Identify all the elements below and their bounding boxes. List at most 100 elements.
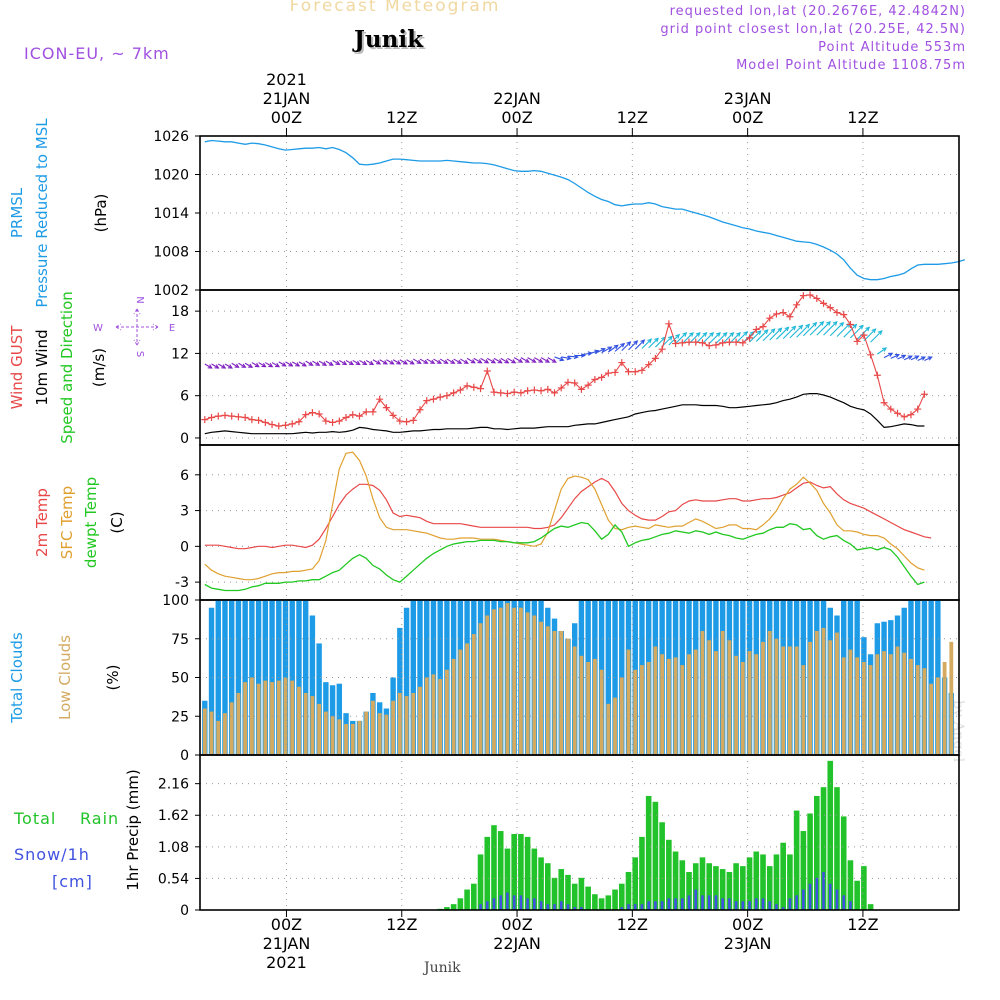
panel-2: 0 6 12 18 Wind GUST 10m Wind Speed and Directi… [8, 289, 960, 447]
wind-arrow [507, 357, 516, 364]
y-tick-label: 6 [180, 468, 189, 484]
rain-bar [578, 877, 585, 910]
low-cloud-bar [868, 665, 873, 755]
y-axis-label: (C) [108, 511, 126, 533]
rain-bar [814, 795, 820, 910]
top-time-label: 2021 [266, 70, 307, 89]
gust-marker [503, 390, 511, 398]
wind-arrow-head [715, 331, 721, 337]
y-tick-label: 3 [180, 504, 189, 520]
y-axis-label: 2m Temp [33, 488, 51, 557]
t2m-line [204, 477, 932, 550]
low-cloud-bar [915, 665, 920, 755]
wind-arrow-head [920, 356, 926, 361]
wind-arrow [829, 322, 844, 337]
low-cloud-bar [229, 702, 234, 755]
wind-arrow-head [241, 363, 247, 368]
low-cloud-bar [734, 655, 739, 755]
total-cloud-bar [229, 600, 235, 755]
wind-arrow [534, 357, 543, 363]
wind-arrow [231, 362, 239, 368]
rain-bar [686, 871, 692, 910]
gust-marker [362, 408, 370, 416]
wind-arrow [439, 358, 448, 364]
wind-arrow [749, 330, 762, 343]
gust-marker [450, 389, 458, 397]
gust-marker [712, 341, 720, 349]
wind-arrow-head [295, 362, 301, 367]
wind-arrow [258, 362, 266, 368]
gust-marker [255, 416, 263, 424]
wind-arrow [702, 332, 714, 344]
snow-bar [559, 901, 563, 910]
bottom-time-label: 00Z [732, 915, 763, 934]
wind-arrow-head [308, 361, 314, 366]
wind-arrow [325, 360, 334, 366]
gust-marker [234, 413, 242, 421]
gust-marker [658, 345, 666, 353]
gust-marker [793, 301, 801, 309]
gust-marker [537, 387, 545, 395]
wind-arrow [850, 325, 864, 339]
low-cloud-bar [949, 641, 954, 755]
rain-bar [854, 880, 860, 910]
wind-arrow-head [907, 355, 913, 360]
gust-marker [678, 339, 686, 347]
wind-arrow [365, 359, 374, 365]
station-name: Junik [354, 26, 423, 53]
wind-arrow [823, 321, 838, 336]
wind-arrow-head [423, 359, 429, 364]
y-tick-label: 1008 [153, 245, 189, 261]
low-cloud-bar [377, 713, 382, 755]
gust-marker [530, 386, 538, 394]
total-cloud-bar [316, 643, 322, 755]
wind-arrow-head [281, 362, 287, 367]
y-tick-label: -3 [175, 575, 189, 591]
wind-arrow-head [682, 331, 688, 337]
rain-bar [793, 810, 800, 910]
gust-marker [214, 412, 222, 420]
rain-bar [511, 833, 517, 910]
wind-arrow [433, 358, 442, 364]
wind-arrow-head [497, 359, 503, 364]
snow-bar [694, 889, 698, 910]
wind-arrow [762, 328, 775, 342]
wind-arrow [386, 359, 394, 365]
wind-arrow [527, 357, 536, 363]
rain-bar [787, 854, 793, 910]
rain-bar [605, 895, 612, 910]
wind-arrow [339, 359, 347, 365]
wind-arrow [735, 331, 748, 344]
gust-marker [456, 386, 464, 394]
rain-bar [773, 854, 780, 910]
wind-arrow-head [871, 328, 877, 334]
wind-arrow [802, 322, 817, 337]
y-axis-label: 1hr Precip (mm) [124, 769, 142, 890]
total-cloud-bar [612, 600, 618, 755]
rain-bar [457, 898, 464, 910]
wind-arrow-head [791, 325, 797, 331]
snow-bar [714, 895, 718, 910]
wind-arrow-head [234, 363, 240, 368]
rain-bar [659, 822, 665, 910]
gust-marker [705, 342, 713, 350]
total-cloud-bar [928, 600, 934, 755]
low-cloud-bar [848, 649, 853, 755]
gust-marker [248, 416, 256, 424]
wind-arrow [379, 359, 388, 365]
wind-arrow-head [416, 359, 422, 364]
low-cloud-bar [471, 634, 476, 755]
rain-bar [464, 889, 470, 910]
low-cloud-bar [418, 686, 422, 755]
wind-arrow [836, 323, 851, 337]
wind-arrow [789, 325, 803, 339]
low-cloud-bar [350, 724, 355, 755]
low-cloud-bar [263, 680, 268, 755]
wind-arrow-head [463, 359, 469, 364]
rain-bar [592, 894, 598, 910]
gust-marker [571, 379, 579, 387]
wind-arrow [634, 339, 645, 350]
gust-marker [322, 417, 330, 425]
chart-title: Forecast Meteogram [289, 0, 501, 16]
